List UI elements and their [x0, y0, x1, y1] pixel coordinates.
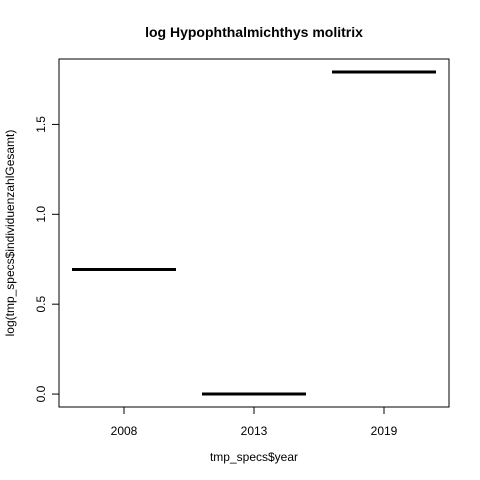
- y-tick-label: 0.5: [34, 296, 48, 313]
- x-tick-label: 2019: [371, 424, 398, 438]
- chart-title: log Hypophthalmichthys molitrix: [145, 24, 363, 40]
- plot-frame: [58, 58, 450, 408]
- y-tick-label: 1.5: [34, 116, 48, 133]
- y-tick-label: 0.0: [34, 385, 48, 402]
- x-tick-label: 2008: [111, 424, 138, 438]
- y-axis-label: log(tmp_specs$individuenzahlGesamt): [3, 130, 17, 337]
- x-axis-label: tmp_specs$year: [210, 450, 298, 464]
- x-axis: 2008 2013 2019: [111, 407, 398, 438]
- x-tick-label: 2013: [241, 424, 268, 438]
- y-axis: 0.0 0.5 1.0 1.5: [34, 116, 59, 402]
- data-marks: [72, 70, 436, 396]
- y-tick-label: 1.0: [34, 206, 48, 223]
